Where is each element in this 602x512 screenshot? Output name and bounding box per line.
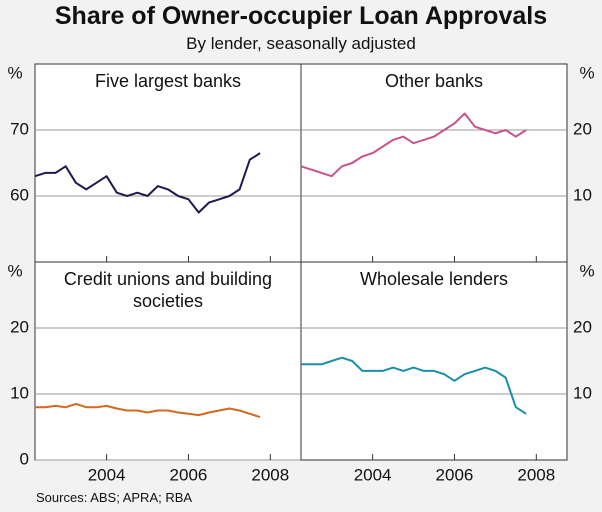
panel-frame <box>300 63 568 263</box>
y-tick-label: 10 <box>573 185 592 204</box>
x-tick-label: 2008 <box>517 465 555 484</box>
y-tick-label: 10 <box>573 383 592 402</box>
series-line <box>34 152 261 214</box>
y-unit-label: % <box>7 63 22 82</box>
y-tick-label: 60 <box>10 185 29 204</box>
panel-frame <box>300 261 568 461</box>
panel-title: Credit unions and building societies <box>63 269 273 311</box>
x-tick-label: 2004 <box>88 465 126 484</box>
x-tick-label: 2004 <box>354 465 392 484</box>
y-tick-label: 20 <box>573 119 592 138</box>
x-tick-label: 2006 <box>170 465 208 484</box>
x-tick-label: 2006 <box>436 465 474 484</box>
panel-frame <box>34 63 302 263</box>
y-unit-label: % <box>579 63 594 82</box>
y-unit-label: % <box>7 261 22 280</box>
x-tick-label: 2008 <box>251 465 289 484</box>
series-line <box>35 402 261 419</box>
panel-title: Wholesale lenders <box>359 269 509 289</box>
y-tick-label: 70 <box>10 119 29 138</box>
source-note: Sources: ABS; APRA; RBA <box>36 490 193 505</box>
y-tick-label: 20 <box>10 317 29 336</box>
panel-title: Five largest banks <box>94 71 242 91</box>
series-line <box>300 112 527 178</box>
panel-title: Other banks <box>384 71 484 91</box>
y-tick-label: 0 <box>20 449 29 468</box>
y-tick-label: 10 <box>10 383 29 402</box>
chart-title: Share of Owner-occupier Loan Approvals <box>54 2 548 30</box>
series-line <box>301 356 527 415</box>
y-unit-label: % <box>579 261 594 280</box>
y-tick-label: 20 <box>573 317 592 336</box>
chart-subtitle: By lender, seasonally adjusted <box>186 34 416 53</box>
